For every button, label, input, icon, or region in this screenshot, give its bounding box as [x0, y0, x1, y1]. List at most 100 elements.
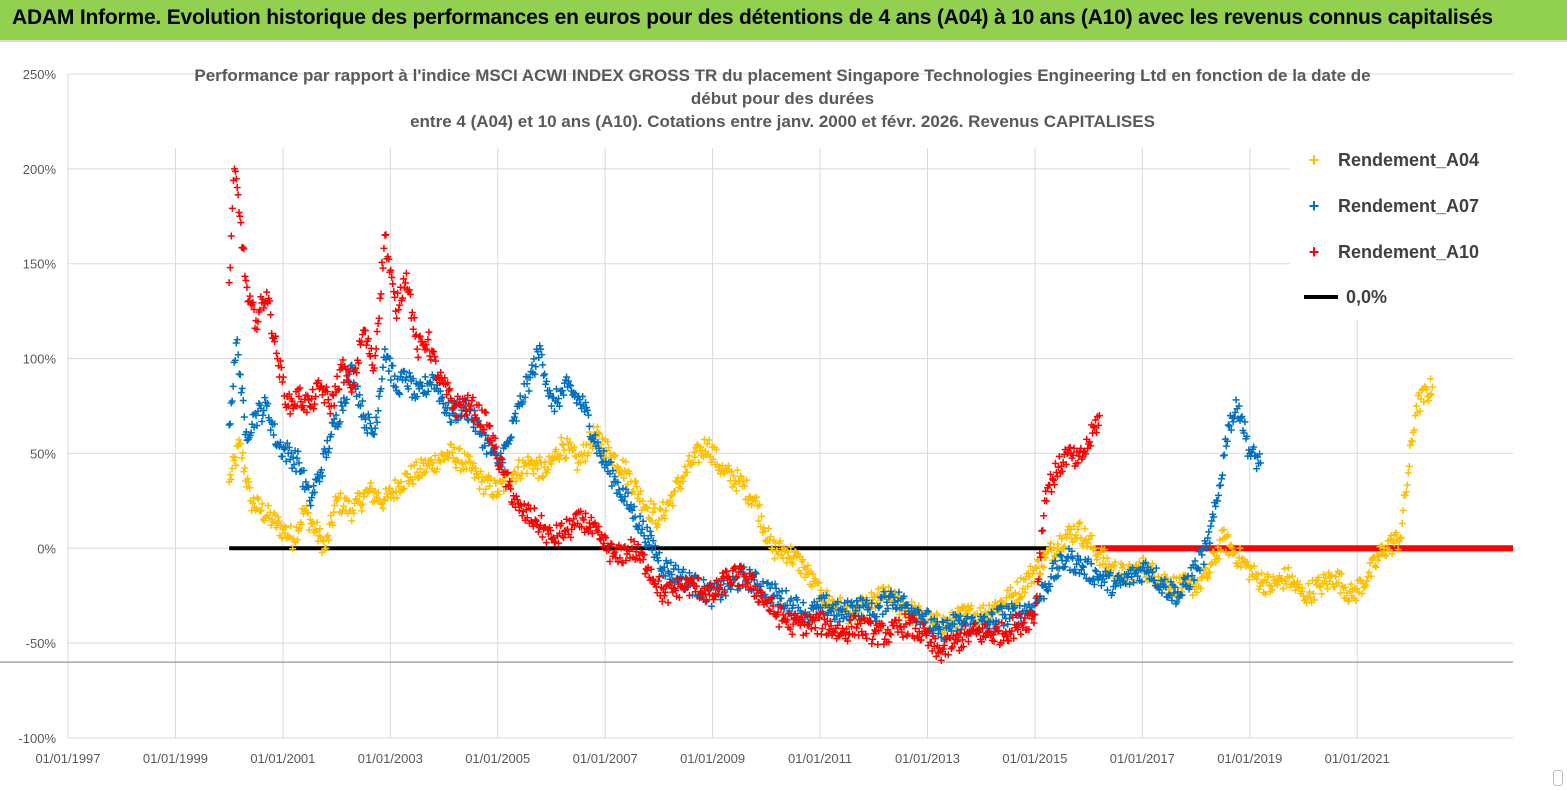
point-rendement-a10: [703, 597, 711, 605]
point-rendement-a10: [902, 620, 910, 628]
point-rendement-a07: [1162, 583, 1170, 591]
point-rendement-a07: [342, 399, 350, 407]
point-rendement-a07: [1157, 577, 1165, 585]
point-rendement-a04: [1267, 582, 1275, 590]
point-rendement-a04: [466, 452, 474, 460]
point-rendement-a04: [1396, 535, 1404, 543]
point-rendement-a04: [570, 443, 578, 451]
point-rendement-a07: [609, 467, 617, 475]
point-rendement-a10: [496, 461, 504, 469]
point-rendement-a10: [606, 557, 614, 565]
point-rendement-a04: [486, 482, 494, 490]
point-rendement-a04: [416, 465, 424, 473]
point-rendement-a10: [1040, 512, 1048, 520]
point-rendement-a07: [636, 512, 644, 520]
point-rendement-a07: [379, 363, 387, 371]
point-rendement-a07: [285, 443, 293, 451]
point-rendement-a07: [240, 413, 248, 421]
point-rendement-a07: [620, 497, 628, 505]
point-rendement-a04: [1363, 577, 1371, 585]
point-rendement-a10: [958, 636, 966, 644]
point-rendement-a07: [1092, 568, 1100, 576]
point-rendement-a07: [883, 598, 891, 606]
point-rendement-a07: [1222, 442, 1230, 450]
point-rendement-a07: [511, 409, 519, 417]
point-rendement-a10: [236, 212, 244, 220]
point-rendement-a10: [322, 383, 330, 391]
point-rendement-a07: [530, 355, 538, 363]
legend-label-a10: Rendement_A10: [1338, 241, 1480, 262]
point-rendement-a04: [1074, 525, 1082, 533]
point-rendement-a10: [596, 535, 604, 543]
point-rendement-a10: [834, 621, 842, 629]
chart-title-line-1: Performance par rapport à l'indice MSCI …: [194, 66, 1371, 85]
point-rendement-a04: [241, 464, 249, 472]
point-rendement-a04: [1295, 580, 1303, 588]
point-rendement-a07: [1229, 418, 1237, 426]
point-rendement-a07: [583, 406, 591, 414]
point-rendement-a10: [1020, 619, 1028, 627]
point-rendement-a04: [1374, 556, 1382, 564]
point-rendement-a04: [1371, 562, 1379, 570]
point-rendement-a04: [1013, 578, 1021, 586]
point-rendement-a07: [708, 602, 716, 610]
scroll-handle-icon[interactable]: [1553, 770, 1563, 786]
point-rendement-a04: [1085, 535, 1093, 543]
point-rendement-a07: [483, 450, 491, 458]
point-rendement-a10: [1002, 628, 1010, 636]
point-rendement-a07: [325, 444, 333, 452]
point-rendement-a07: [283, 439, 291, 447]
point-rendement-a10: [961, 622, 969, 630]
point-rendement-a04: [368, 485, 376, 493]
point-rendement-a10: [542, 539, 550, 547]
point-rendement-a10: [1048, 488, 1056, 496]
point-rendement-a07: [237, 389, 245, 397]
point-rendement-a04: [1066, 530, 1074, 538]
point-rendement-a04: [254, 495, 262, 503]
point-rendement-a04: [680, 472, 688, 480]
point-rendement-a07: [789, 601, 797, 609]
point-rendement-a04: [295, 524, 303, 532]
point-rendement-a07: [1048, 564, 1056, 572]
point-rendement-a04: [1167, 585, 1175, 593]
point-rendement-a10: [1030, 619, 1038, 627]
point-rendement-a04: [413, 468, 421, 476]
report-banner: ADAM Informe. Evolution historique des p…: [0, 0, 1567, 42]
point-rendement-a04: [480, 490, 488, 498]
point-rendement-a10: [998, 619, 1006, 627]
point-rendement-a07: [1091, 566, 1099, 574]
point-rendement-a07: [783, 601, 791, 609]
point-rendement-a04: [1405, 462, 1413, 470]
point-rendement-a10: [747, 585, 755, 593]
point-rendement-a10: [532, 517, 540, 525]
point-rendement-a07: [936, 625, 944, 633]
point-rendement-a10: [1007, 630, 1015, 638]
point-rendement-a04: [573, 466, 581, 474]
point-rendement-a04: [433, 465, 441, 473]
y-tick-label: 250%: [23, 67, 57, 82]
point-rendement-a07: [362, 424, 370, 432]
point-rendement-a10: [285, 390, 293, 398]
point-rendement-a10: [372, 345, 380, 353]
point-rendement-a10: [1050, 481, 1058, 489]
point-rendement-a04: [456, 445, 464, 453]
point-rendement-a10: [549, 534, 557, 542]
point-rendement-a07: [234, 351, 242, 359]
point-rendement-a04: [322, 544, 330, 552]
point-rendement-a10: [357, 338, 365, 346]
point-rendement-a10: [887, 631, 895, 639]
point-rendement-a04: [785, 553, 793, 561]
point-rendement-a10: [654, 577, 662, 585]
point-rendement-a04: [1119, 561, 1127, 569]
point-rendement-a07: [856, 604, 864, 612]
point-rendement-a04: [1317, 583, 1325, 591]
point-rendement-a07: [1215, 491, 1223, 499]
point-rendement-a10: [522, 506, 530, 514]
point-rendement-a04: [1318, 590, 1326, 598]
point-rendement-a04: [779, 554, 787, 562]
point-rendement-a10: [765, 606, 773, 614]
point-rendement-a10: [394, 289, 402, 297]
point-rendement-a07: [361, 415, 369, 423]
point-rendement-a10: [362, 341, 370, 349]
point-rendement-a10: [475, 401, 483, 409]
